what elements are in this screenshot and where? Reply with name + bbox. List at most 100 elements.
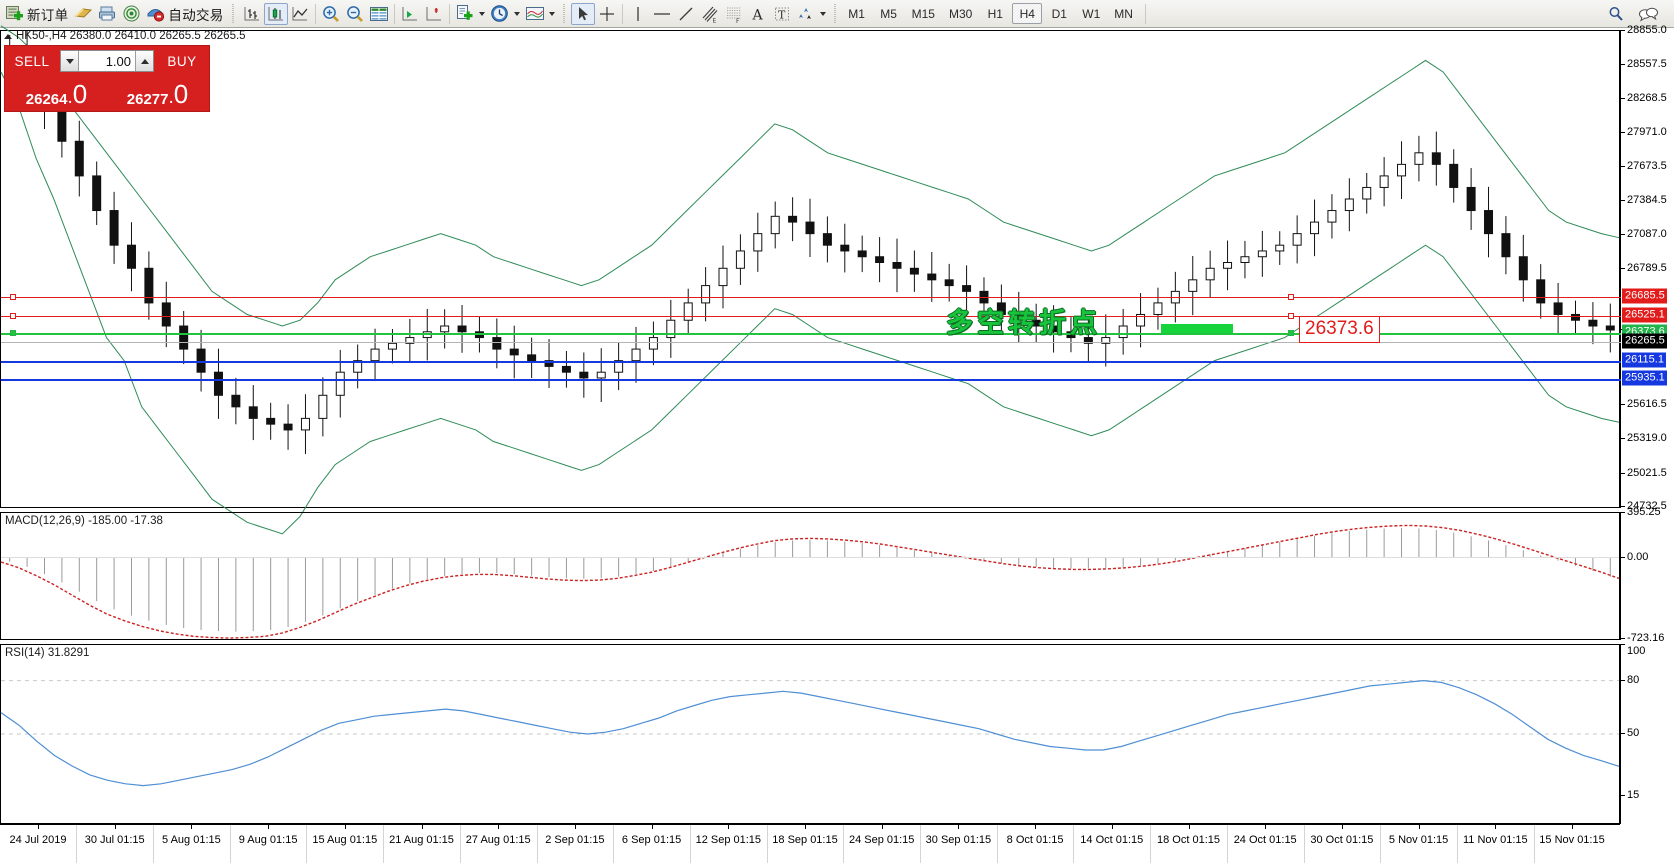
pivot-line[interactable] [1,333,1621,335]
equidistant-channel-button[interactable]: E [698,3,722,25]
timeframe-button-m30[interactable]: M30 [948,6,973,21]
resistance-line-2-anchor[interactable] [1288,313,1294,319]
volume-decrease-button[interactable] [61,51,79,71]
timeframe-button-m5[interactable]: M5 [880,6,897,21]
price-level-label-current-price[interactable]: 26265.5 [1622,333,1667,349]
candlestick [1292,215,1302,264]
one-click-trade-panel[interactable]: SELL 1.00 BUY 26264 . 0 26277 . 0 [4,45,210,112]
time-tick-label: 18 Oct 01:15 [1157,834,1220,846]
expand-triangle-icon[interactable] [4,33,12,39]
rsi-pane[interactable]: RSI(14) 31.8291 [0,644,1620,824]
candlestick [909,250,919,292]
candlestick [1449,149,1459,203]
profile-button[interactable] [71,3,95,25]
macd-title: MACD(12,26,9) -185.00 -17.38 [5,515,163,527]
search-button[interactable] [1604,3,1628,25]
price-tick-label: 27971.0 [1627,126,1667,139]
chart-area[interactable]: 多空转折点 26373.6 28855.0 28557.5 28268.5 27971… [0,24,1674,863]
indicators-button[interactable] [453,3,477,25]
timeframe-button-m15[interactable]: M15 [911,6,935,21]
candlestick [1501,216,1511,275]
price-level-label-resistance[interactable]: 26525.1 [1622,307,1667,323]
support-line-2[interactable] [1,379,1621,381]
cursor-button[interactable] [570,2,595,25]
zoom-in-button[interactable] [319,3,343,25]
text-label-button[interactable]: A [746,3,770,25]
svg-text:F: F [736,18,740,24]
volume-stepper[interactable]: 1.00 [60,50,154,72]
macd-pane[interactable]: MACD(12,26,9) -185.00 -17.38 [0,512,1620,640]
price-level-label-resistance[interactable]: 26685.5 [1622,288,1667,304]
line-chart-button[interactable] [288,3,312,25]
time-axis[interactable]: 24 Jul 2019 30 Jul 01:15 5 Aug 01:15 9 Aug … [0,824,1620,863]
period-dropdown[interactable] [512,3,523,25]
price-tick-label: 28855.0 [1627,24,1667,36]
rsi-series-svg [0,679,1620,787]
volume-increase-button[interactable] [135,51,153,71]
templates-button[interactable] [523,3,547,25]
candlestick [701,267,711,322]
new-order-button[interactable]: 新订单 [2,2,71,26]
auto-trading-button[interactable]: 自动交易 [143,2,226,26]
shapes-button[interactable] [794,3,818,25]
shapes-dropdown[interactable] [818,3,829,25]
price-axis[interactable]: 28855.0 28557.5 28268.5 27971.0 27673.5 27384… [1620,24,1674,512]
rsi-tick-mark [1621,795,1625,797]
period-button[interactable] [488,3,512,25]
resistance-line-2-anchor[interactable] [10,313,16,319]
data-window-button[interactable] [367,3,391,25]
vertical-line-button[interactable] [626,3,650,25]
buy-price-button[interactable]: 26277 . 0 [108,75,207,109]
horizontal-line-button[interactable] [650,3,674,25]
price-pane[interactable]: 多空转折点 26373.6 [0,25,1621,535]
current-price-line[interactable] [1,342,1621,343]
zoom-out-button[interactable] [343,3,367,25]
timeframe-button-h1[interactable]: H1 [987,6,1003,21]
pivot-line-anchor[interactable] [1288,330,1294,336]
candlestick [213,348,223,419]
buy-label[interactable]: BUY [167,53,197,69]
crosshair-button[interactable] [595,3,619,25]
resistance-line-1-anchor[interactable] [1288,294,1294,300]
candlestick [962,265,972,312]
price-tick-mark [1621,234,1625,236]
price-level-label-support[interactable]: 25935.1 [1622,370,1667,386]
macd-axis[interactable]: 395.25 0.00 -723.16 [1620,506,1674,644]
pivot-line-anchor[interactable] [10,330,16,336]
resistance-line-2[interactable] [1,316,1621,317]
price-level-label-support[interactable]: 26115.1 [1622,352,1666,368]
candlestick [196,329,206,392]
network-button[interactable] [119,3,143,25]
timeframe-button-w1[interactable]: W1 [1082,6,1101,21]
zoom-in-icon [322,5,339,22]
timeframe-button-h4[interactable]: H4 [1012,3,1043,24]
templates-dropdown[interactable] [547,3,558,25]
text-object-button[interactable]: T [770,3,794,25]
rsi-axis[interactable]: 100 80 50 15 [1620,644,1674,824]
trend-line-button[interactable] [674,3,698,25]
search-icon [1609,6,1623,21]
indicators-dropdown[interactable] [477,3,488,25]
chat-button[interactable] [1636,3,1660,25]
auto-scroll-button[interactable] [398,3,422,25]
toolbar-divider [621,3,623,24]
time-tick-mark [191,825,193,829]
fibonacci-button[interactable]: F [722,3,746,25]
price-tick-mark [1621,166,1625,168]
timeframe-button-mn[interactable]: MN [1114,6,1133,21]
pivot-price-box[interactable]: 26373.6 [1299,316,1380,343]
resistance-line-1[interactable] [1,297,1621,298]
time-separator [76,825,78,863]
print-button[interactable] [95,3,119,25]
bar-chart-button[interactable] [240,3,264,25]
resistance-line-1-anchor[interactable] [10,294,16,300]
candlestick [840,223,850,273]
volume-input[interactable]: 1.00 [105,53,131,69]
candlestick-chart-button[interactable] [263,2,288,25]
sell-label[interactable]: SELL [14,53,50,69]
chart-shift-button[interactable] [422,3,446,25]
timeframe-button-m1[interactable]: M1 [848,6,865,21]
sell-price-button[interactable]: 26264 . 0 [7,75,106,109]
support-line-1[interactable] [1,361,1621,363]
timeframe-button-d1[interactable]: D1 [1051,6,1067,21]
